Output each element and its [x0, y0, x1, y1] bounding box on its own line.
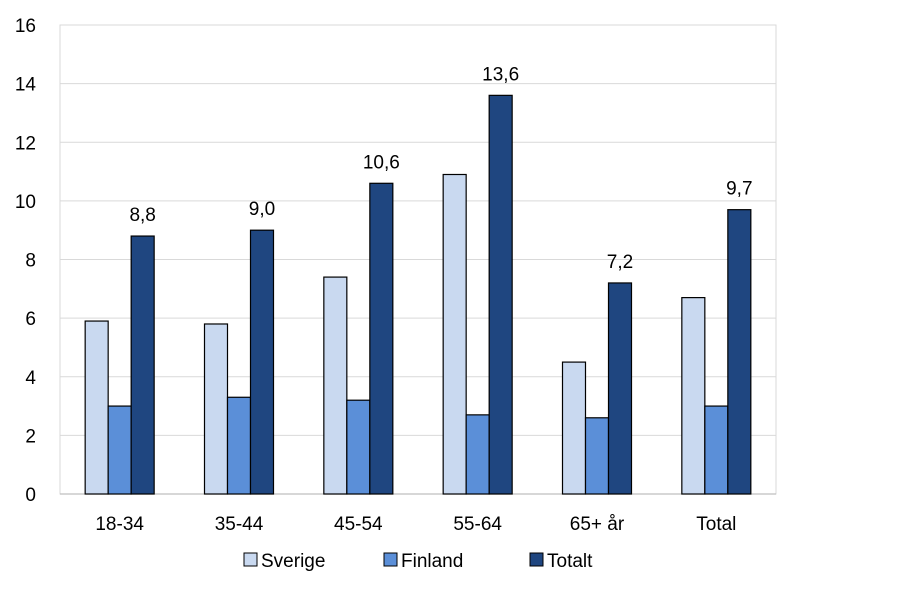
y-tick-label: 4 — [25, 368, 36, 389]
axes: 0 2 4 6 8 10 12 14 16 18-34 35-44 45-54 55-64 65+ år T… — [15, 16, 776, 535]
data-label: 8,8 — [129, 205, 155, 226]
x-tick-label: Total — [696, 514, 736, 535]
bar-finland-4 — [465, 414, 490, 495]
legend-label-sverige: Sverige — [261, 551, 325, 572]
data-label: 10,6 — [363, 152, 400, 173]
y-tick-label: 8 — [25, 251, 36, 272]
x-tick-label: 55-64 — [453, 514, 502, 535]
bar-finland-3 — [346, 399, 371, 495]
legend-label-totalt: Totalt — [547, 551, 593, 572]
bar-finland-5 — [584, 417, 610, 495]
bar-sverige-3 — [323, 276, 348, 495]
y-tick-label: 2 — [25, 426, 36, 447]
y-tick-label: 10 — [15, 192, 36, 213]
legend-swatch-finland — [383, 552, 398, 567]
x-tick-label: 45-54 — [334, 514, 383, 535]
bar-finland-6 — [704, 405, 729, 495]
bar-finland-2 — [226, 396, 252, 495]
bar-totalt-1 — [130, 235, 155, 495]
data-label: 9,7 — [726, 179, 752, 200]
data-label: 7,2 — [607, 252, 633, 273]
x-tick-label: 65+ år — [570, 514, 625, 535]
bar-totalt-2 — [249, 229, 275, 495]
y-tick-label: 6 — [25, 309, 36, 330]
legend: Sverige Finland Totalt — [243, 551, 593, 572]
gridlines — [59, 24, 777, 495]
legend-swatch-sverige — [243, 552, 258, 567]
bars — [84, 94, 752, 495]
y-tick-label: 16 — [15, 16, 36, 37]
y-tick-label: 12 — [15, 133, 36, 154]
bar-sverige-4 — [442, 173, 467, 495]
legend-swatch-totalt — [529, 552, 544, 567]
bar-totalt-3 — [369, 182, 394, 495]
bar-totalt-5 — [607, 282, 633, 495]
bar-sverige-6 — [681, 297, 706, 495]
x-tick-label: 35-44 — [215, 514, 264, 535]
bar-sverige-1 — [84, 320, 109, 495]
x-tick-label: 18-34 — [95, 514, 144, 535]
data-label: 9,0 — [249, 199, 275, 220]
bar-sverige-2 — [203, 323, 229, 495]
legend-label-finland: Finland — [401, 551, 463, 572]
bar-totalt-6 — [727, 209, 752, 495]
y-tick-label: 14 — [15, 75, 37, 96]
bar-sverige-5 — [561, 361, 587, 495]
data-label: 13,6 — [482, 64, 519, 85]
y-tick-label: 0 — [25, 485, 36, 506]
data-labels: 8,8 9,0 10,6 13,6 7,2 9,7 — [129, 64, 752, 273]
bar-finland-1 — [107, 405, 132, 495]
bar-totalt-4 — [488, 94, 513, 495]
